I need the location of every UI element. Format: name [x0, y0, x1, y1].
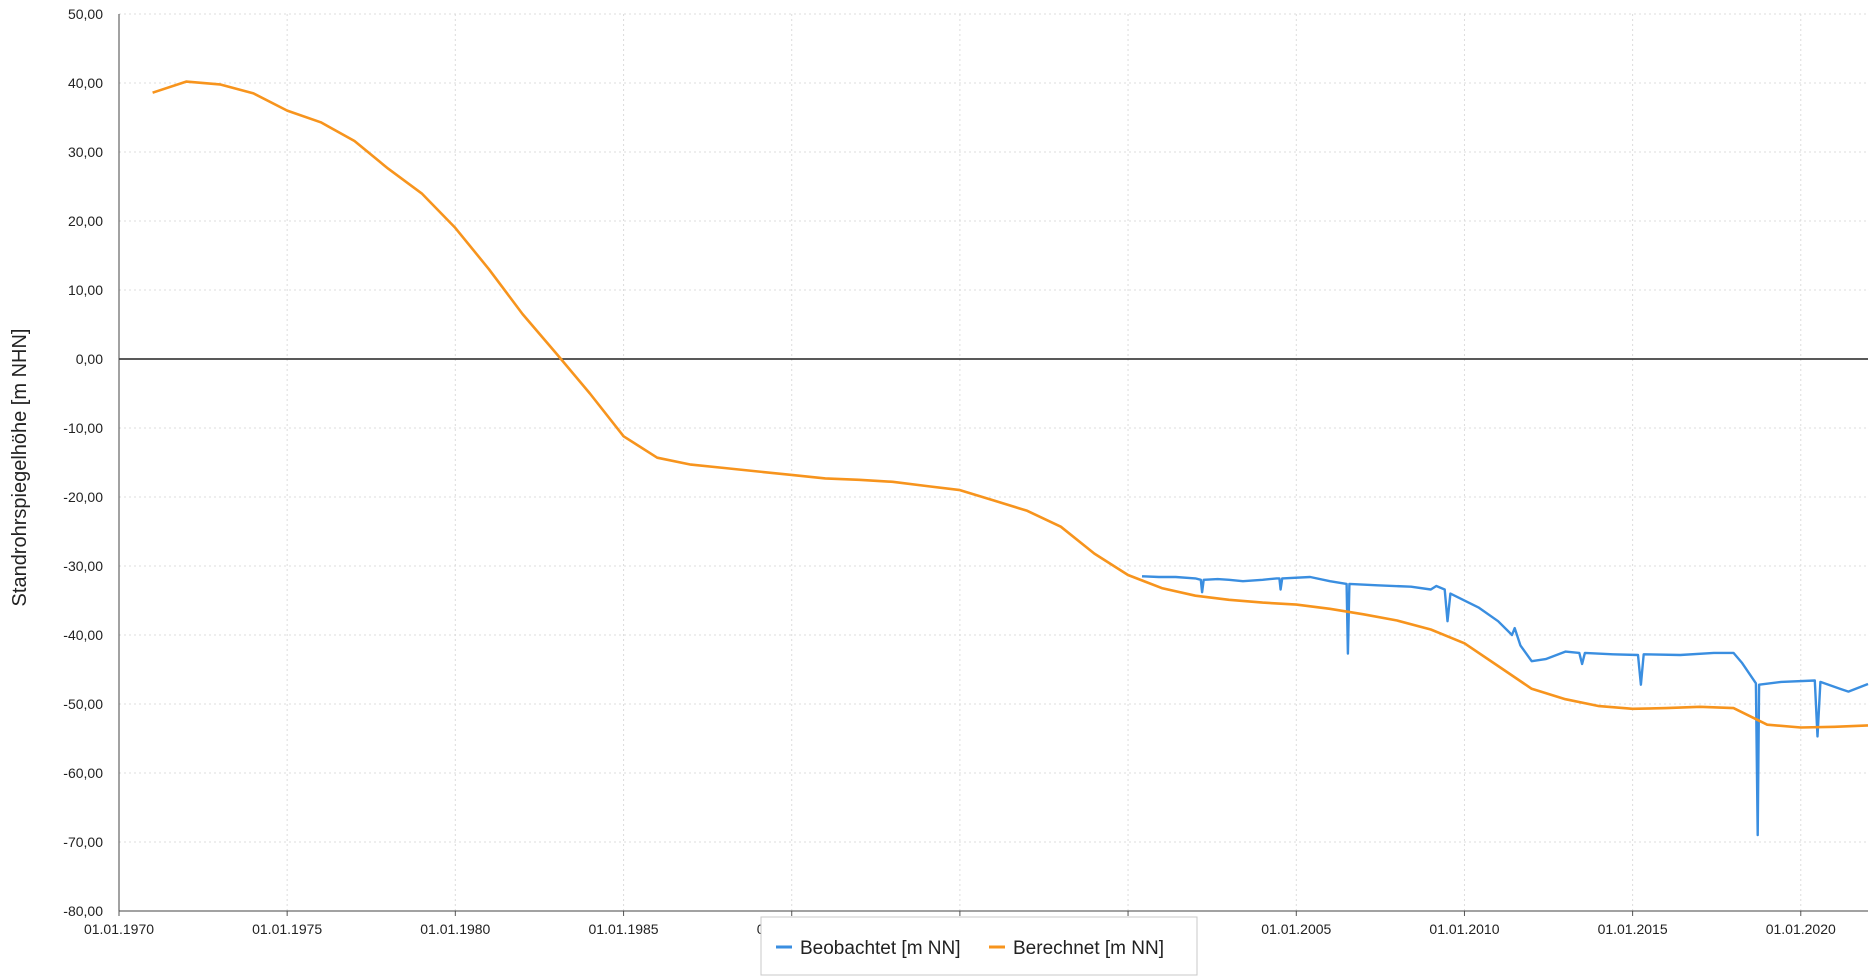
y-tick-label: -40,00 [63, 627, 103, 643]
y-tick-label: 50,00 [68, 6, 103, 22]
x-tick-label: 01.01.1980 [420, 921, 490, 937]
x-tick-label: 01.01.2015 [1598, 921, 1668, 937]
x-tick-label: 01.01.2010 [1429, 921, 1499, 937]
x-tick-label: 01.01.2005 [1261, 921, 1331, 937]
y-tick-label: -20,00 [63, 489, 103, 505]
y-tick-label: 10,00 [68, 282, 103, 298]
legend-label: Beobachtet [m NN] [800, 938, 961, 959]
x-tick-label: 01.01.1985 [589, 921, 659, 937]
series-line-berechnet [152, 80, 1869, 729]
y-tick-label: -50,00 [63, 696, 103, 712]
y-tick-label: 0,00 [76, 351, 103, 367]
series-line-beobachtet [1141, 575, 1869, 837]
y-tick-label: -70,00 [63, 834, 103, 850]
y-axis-title: Standrohrspiegelhöhe [m NHN] [9, 329, 31, 607]
legend-label: Berechnet [m NN] [1013, 938, 1164, 959]
x-tick-label: 01.01.1975 [252, 921, 322, 937]
axes [118, 14, 1868, 916]
legend-box [760, 916, 1198, 976]
x-tick-label: 01.01.2020 [1766, 921, 1836, 937]
series-lines [152, 80, 1869, 837]
y-tick-label: -80,00 [63, 903, 103, 919]
y-tick-label: 30,00 [68, 144, 103, 160]
y-tick-label: 40,00 [68, 75, 103, 91]
y-tick-label: -60,00 [63, 765, 103, 781]
y-tick-labels: 50,00 40,00 30,00 20,00 10,00 0,00 -10,00 -20,0… [63, 6, 103, 919]
y-tick-label: 20,00 [68, 213, 103, 229]
x-tick-label: 01.01.1970 [84, 921, 154, 937]
legend: Beobachtet [m NN] Berechnet [m NN] [760, 916, 1198, 976]
y-tick-label: -10,00 [63, 420, 103, 436]
grid [118, 13, 1868, 912]
y-tick-label: -30,00 [63, 558, 103, 574]
